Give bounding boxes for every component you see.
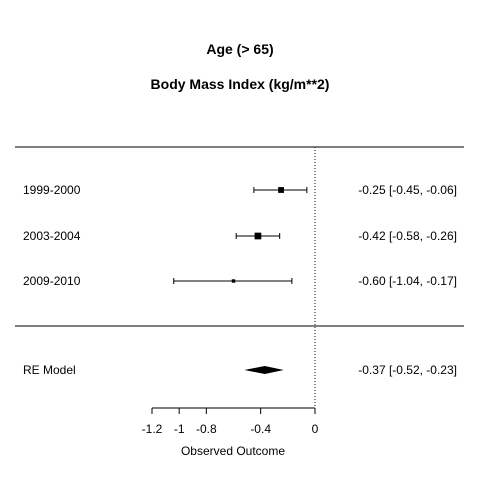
ci-text: -0.60 [-1.04, -0.17] [358,274,457,288]
x-tick-label: -0.8 [196,422,217,436]
study-label: 2003-2004 [23,229,81,243]
summary-row: RE Model -0.37 [-0.52, -0.23] [23,363,457,377]
ci-text: -0.42 [-0.58, -0.26] [358,229,457,243]
chart-subtitle: Body Mass Index (kg/m**2) [151,76,330,92]
x-tick-label: -1 [174,422,185,436]
point-estimate [231,279,236,283]
study-row: 1999-2000 -0.25 [-0.45, -0.06] [23,183,457,197]
summary-ci-text: -0.37 [-0.52, -0.23] [358,363,457,377]
chart-title: Age (> 65) [206,41,273,57]
summary-label: RE Model [23,363,76,377]
x-axis-label: Observed Outcome [181,444,285,458]
study-rows: 1999-2000 -0.25 [-0.45, -0.06] 2003-2004 -0… [23,183,457,288]
x-tick-label: -1.2 [142,422,163,436]
study-label: 1999-2000 [23,183,81,197]
study-row: 2003-2004 -0.42 [-0.58, -0.26] [23,229,457,243]
ci-text: -0.25 [-0.45, -0.06] [358,183,457,197]
x-tick-label: -0.4 [250,422,271,436]
study-label: 2009-2010 [23,274,81,288]
summary-diamond [244,366,284,374]
x-axis: -1.2 -1 -0.8 -0.4 0 [142,407,319,436]
point-estimate [254,232,262,240]
study-row: 2009-2010 -0.60 [-1.04, -0.17] [23,274,457,288]
point-estimate [278,187,284,193]
x-tick-label: 0 [312,422,319,436]
